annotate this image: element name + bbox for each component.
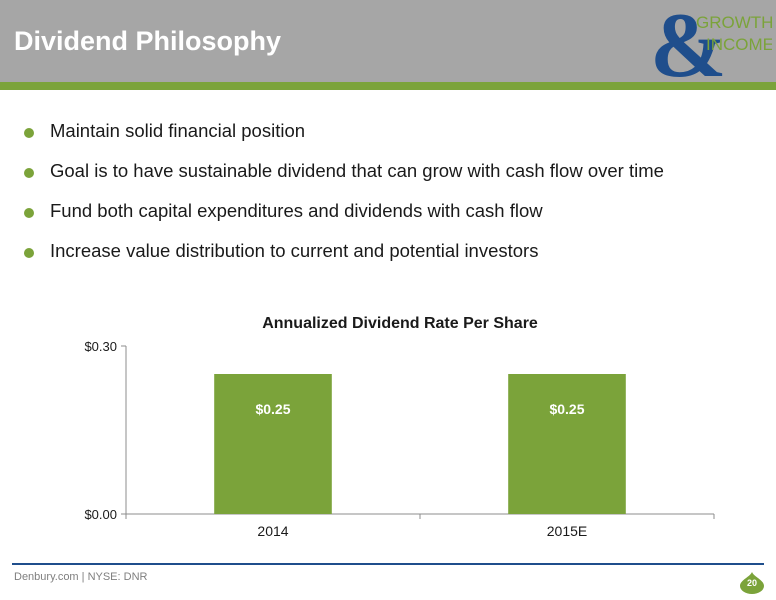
bullet-item: Increase value distribution to current a… <box>24 240 764 280</box>
y-tick-label: $0.30 <box>84 339 117 354</box>
bar <box>508 374 626 514</box>
bullet-dot-icon <box>24 128 34 138</box>
header-bar <box>0 0 776 82</box>
chart-title: Annualized Dividend Rate Per Share <box>262 315 538 332</box>
bullet-dot-icon <box>24 168 34 178</box>
y-tick-label: $0.00 <box>84 507 117 522</box>
bullet-text: Maintain solid financial position <box>50 120 306 141</box>
bullet-text: Goal is to have sustainable dividend tha… <box>50 160 664 181</box>
bar <box>214 374 332 514</box>
bullet-text: Fund both capital expenditures and divid… <box>50 200 543 221</box>
bullet-dot-icon <box>24 208 34 218</box>
x-tick-label: 2015E <box>547 523 587 539</box>
page-number: 20 <box>746 578 757 588</box>
dividend-bar-chart: Annualized Dividend Rate Per Share $0.00… <box>84 315 715 539</box>
slide-title: Dividend Philosophy <box>14 26 282 56</box>
footer-text: Denbury.com | NYSE: DNR <box>14 571 148 583</box>
bar-data-label: $0.25 <box>255 401 290 417</box>
footer-divider <box>12 563 764 565</box>
bullet-dot-icon <box>24 248 34 258</box>
bullet-item: Maintain solid financial position <box>24 120 764 160</box>
bullet-text: Increase value distribution to current a… <box>50 240 539 261</box>
bar-data-label: $0.25 <box>549 401 584 417</box>
growth-income-logo: & GROWTH INCOME <box>652 2 772 80</box>
logo-line-1: GROWTH <box>696 13 772 32</box>
bullet-list: Maintain solid financial position Goal i… <box>24 120 764 280</box>
bullet-item: Goal is to have sustainable dividend tha… <box>24 160 764 200</box>
x-tick-label: 2014 <box>257 523 288 539</box>
page-number-badge-icon <box>740 572 764 594</box>
header-accent-stripe <box>0 82 776 90</box>
bullet-item: Fund both capital expenditures and divid… <box>24 200 764 240</box>
logo-line-2: INCOME <box>706 35 772 54</box>
logo-ampersand: & <box>652 2 727 80</box>
